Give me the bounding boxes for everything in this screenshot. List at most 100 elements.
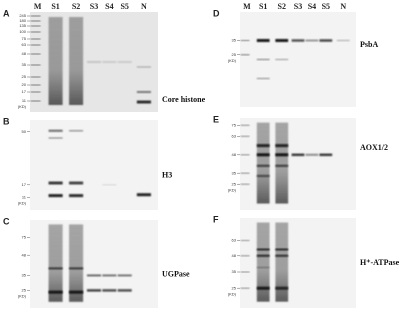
band: [256, 77, 270, 80]
marker-label: 35: [232, 269, 237, 274]
unit-label: (KD): [18, 104, 27, 109]
marker-label: 75: [232, 122, 237, 127]
marker-label: 11: [22, 98, 27, 103]
band: [30, 20, 41, 22]
marker-label: 75: [22, 36, 27, 41]
lane-label: S2: [72, 2, 80, 11]
band: [275, 248, 289, 251]
band: [48, 267, 63, 270]
marker-label: 35: [22, 62, 27, 67]
band: [30, 76, 41, 78]
band: [240, 54, 250, 56]
band: [86, 289, 102, 292]
smear: [48, 17, 63, 105]
band: [256, 144, 270, 148]
lane-label: M: [243, 2, 251, 11]
band: [240, 255, 250, 257]
band: [117, 289, 132, 292]
band: [336, 39, 350, 42]
band: [86, 61, 102, 63]
band: [291, 39, 305, 42]
unit-label: (KD): [228, 291, 237, 296]
band: [275, 58, 289, 61]
protein-label: Core histone: [162, 95, 206, 104]
band: [240, 124, 250, 126]
marker-label: 35: [232, 170, 237, 175]
lane-label: S5: [322, 2, 330, 11]
protein-label: UGPase: [162, 269, 190, 278]
band: [275, 153, 289, 157]
band: [256, 248, 270, 251]
lane-label: S5: [120, 2, 128, 11]
lane-label: M: [34, 2, 42, 11]
band: [256, 39, 270, 42]
band: [305, 153, 319, 156]
band: [240, 183, 250, 185]
band: [69, 290, 84, 294]
band: [240, 287, 250, 289]
marker-label: 63: [232, 133, 237, 138]
lane-label: S3: [90, 2, 98, 11]
band: [69, 181, 84, 185]
band: [48, 290, 63, 294]
band: [30, 31, 41, 33]
band: [30, 44, 41, 46]
band: [86, 274, 102, 277]
marker-label: 100: [19, 29, 26, 34]
marker-label: 17: [22, 89, 27, 94]
band: [30, 25, 41, 27]
band: [256, 266, 270, 269]
panel-letter: D: [213, 8, 220, 18]
band: [30, 84, 41, 86]
lane-label: S1: [259, 2, 267, 11]
marker-label: 25: [232, 285, 237, 290]
band: [256, 286, 270, 290]
marker-label: 63: [232, 238, 237, 243]
band: [136, 100, 151, 104]
band: [48, 129, 63, 132]
marker-label: 180: [19, 18, 26, 23]
marker-label: 48: [232, 253, 237, 258]
marker-label: 25: [232, 52, 237, 57]
band: [256, 58, 270, 61]
band: [69, 267, 84, 270]
band: [69, 194, 84, 198]
band: [102, 274, 117, 277]
smear: [275, 222, 289, 302]
marker-label: 25: [232, 181, 237, 186]
panel-letter: E: [213, 114, 219, 124]
marker-label: 135: [19, 23, 26, 28]
lane-label: N: [340, 2, 346, 11]
lane-label: S3: [294, 2, 302, 11]
smear: [69, 17, 84, 105]
smear: [275, 122, 289, 204]
marker-label: 48: [232, 152, 237, 157]
band: [291, 153, 305, 157]
panel-letter: C: [3, 216, 10, 226]
marker-label: 35: [232, 38, 237, 43]
band: [275, 286, 289, 290]
unit-label: (KD): [18, 200, 27, 205]
band: [240, 135, 250, 137]
band: [30, 64, 41, 66]
band: [30, 15, 41, 17]
band: [48, 137, 63, 139]
smear: [256, 122, 270, 204]
band: [48, 194, 63, 198]
protein-label: AOX1/2: [360, 143, 388, 152]
band: [30, 53, 41, 55]
band: [30, 38, 41, 40]
panel-letter: F: [213, 214, 219, 224]
lane-label: N: [141, 2, 147, 11]
marker-label: 25: [22, 287, 27, 292]
band: [240, 172, 250, 174]
marker-label: 50: [22, 129, 27, 134]
band: [256, 174, 270, 177]
band: [275, 254, 289, 257]
band: [240, 40, 250, 41]
lane-label: S4: [105, 2, 113, 11]
unit-label: (KD): [18, 293, 27, 298]
band: [319, 153, 333, 157]
band: [117, 61, 132, 63]
